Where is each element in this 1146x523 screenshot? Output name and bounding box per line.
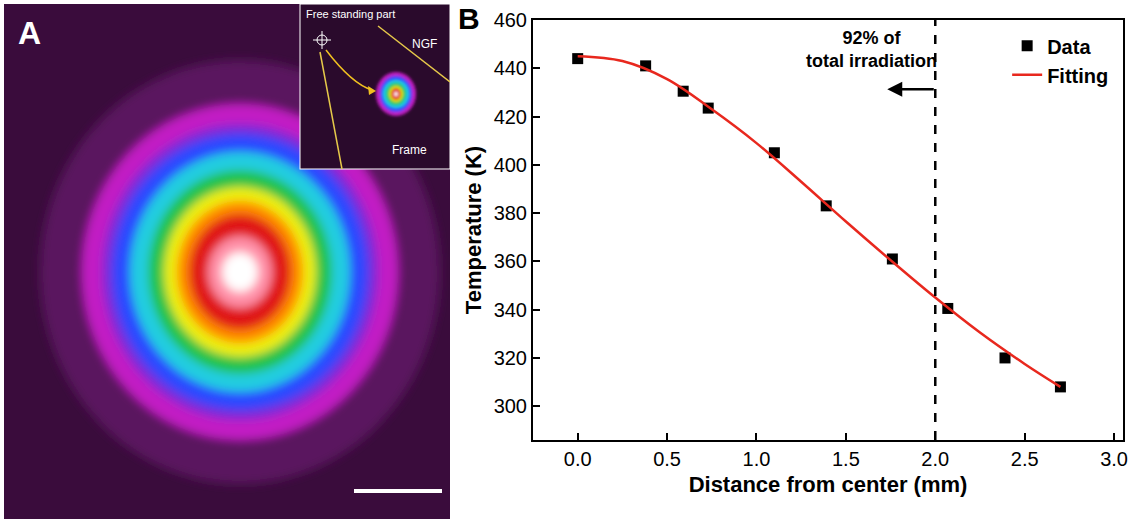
svg-text:92% oftotal irradiation: 92% oftotal irradiation [806,28,937,71]
svg-text:NGF: NGF [412,37,437,51]
svg-text:Free standing part: Free standing part [306,8,395,20]
svg-text:0.5: 0.5 [653,448,681,470]
svg-text:440: 440 [494,57,527,79]
svg-text:Fitting: Fitting [1047,65,1108,87]
svg-text:320: 320 [494,347,527,369]
svg-text:1.5: 1.5 [832,448,860,470]
svg-text:Frame: Frame [392,143,427,157]
svg-text:2.0: 2.0 [921,448,949,470]
svg-text:1.0: 1.0 [743,448,771,470]
svg-text:380: 380 [494,202,527,224]
svg-text:3.0: 3.0 [1100,448,1128,470]
html-text:B: B [458,2,480,35]
svg-text:420: 420 [494,106,527,128]
svg-text:400: 400 [494,154,527,176]
svg-text:Distance from center (mm): Distance from center (mm) [689,472,968,497]
svg-text:A: A [18,15,41,51]
svg-text:Temperature (K): Temperature (K) [461,146,486,314]
svg-text:360: 360 [494,250,527,272]
svg-text:Data: Data [1047,36,1091,58]
svg-text:460: 460 [494,9,527,31]
svg-text:340: 340 [494,299,527,321]
svg-text:0.0: 0.0 [564,448,592,470]
svg-text:2.5: 2.5 [1011,448,1039,470]
svg-text:300: 300 [494,395,527,417]
